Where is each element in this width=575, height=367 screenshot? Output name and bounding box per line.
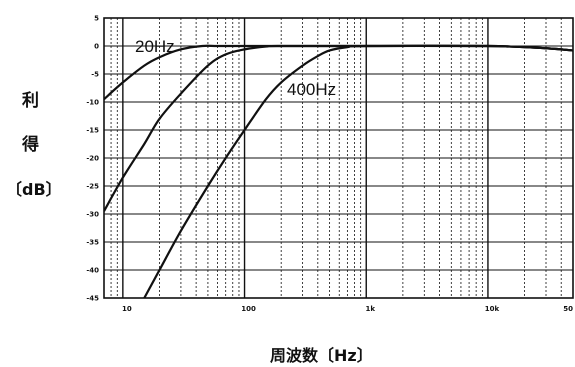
x-axis-label: 周波数〔Hz〕 [270,346,373,365]
annotation-400hz: 400Hz [287,80,336,99]
curves [104,44,573,298]
x-tick-label: 100 [241,305,256,313]
y-tick-label: 0 [94,43,99,51]
plot-border [103,17,574,299]
y-tick-label: -25 [86,183,99,191]
x-tick-label: 10 [122,305,132,313]
annotation-20hz: 20Hz [135,37,175,56]
y-tick-label: -45 [86,295,99,303]
grid-major [104,17,573,299]
y-tick-labels: 5 0 -5 -10 -15 -20 -25 -30 -35 -40 -45 [86,15,99,303]
annotations: 20Hz 400Hz [135,37,336,99]
x-tick-label: 1k [365,305,375,313]
y-tick-label: 5 [94,15,99,23]
y-tick-label: -40 [86,267,99,275]
x-tick-label: 50 [563,305,573,313]
y-tick-label: -20 [86,155,99,163]
y-tick-label: -35 [86,239,99,247]
y-tick-label: -5 [91,71,99,79]
series-line-3 [143,44,573,298]
y-tick-label: -30 [86,211,99,219]
x-tick-label: 10k [485,305,500,313]
y-axis-label-line-2: 得 [22,135,39,155]
x-tick-labels: 10 100 1k 10k 50 [122,305,573,313]
y-axis-label-line-1: 利 [22,91,39,111]
y-tick-label: -15 [86,127,99,135]
y-tick-label: -10 [86,99,99,107]
y-axis-label-line-3: 〔dB〕 [6,180,62,199]
plot-frame [103,17,574,299]
